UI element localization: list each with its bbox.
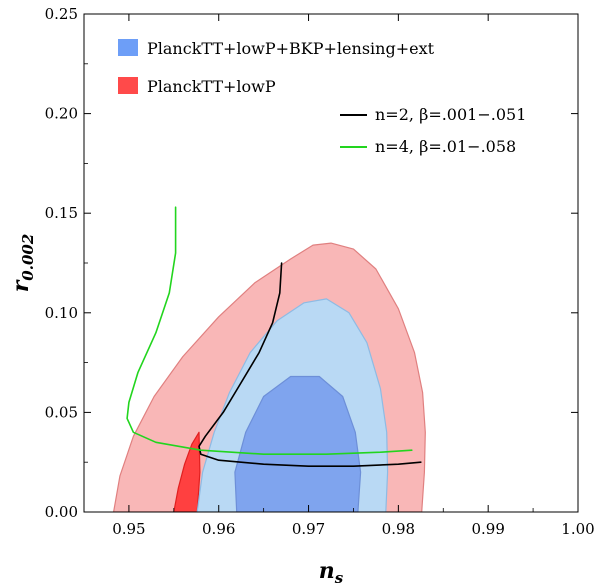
curve-series bbox=[126, 206, 422, 468]
legend-label: n=2, β=.001−.051 bbox=[375, 105, 526, 124]
y-tick-label: 0.10 bbox=[45, 304, 78, 322]
y-tick-label: 0.15 bbox=[45, 204, 78, 222]
y-tick-label: 0.00 bbox=[45, 503, 78, 521]
x-tick-label: 0.96 bbox=[202, 520, 235, 538]
series-line-n4 bbox=[126, 206, 413, 456]
legend-swatch bbox=[118, 39, 138, 56]
y-tick-label: 0.05 bbox=[45, 403, 78, 421]
legend-swatch bbox=[118, 77, 138, 94]
x-axis-title: ns bbox=[319, 558, 344, 585]
legend-label: n=4, β=.01−.058 bbox=[375, 137, 516, 156]
legend: PlanckTT+lowP+BKP+lensing+ext PlanckTT+lo… bbox=[118, 39, 526, 156]
legend-label: PlanckTT+lowP+BKP+lensing+ext bbox=[147, 39, 435, 58]
x-tick-label: 0.99 bbox=[471, 520, 504, 538]
contour-regions bbox=[112, 242, 426, 512]
region-planck-bkp-ext-68pct bbox=[234, 375, 362, 512]
axis-ticks: 0.95 0.96 0.97 0.98 0.99 1.00 0.00 0.05 0.10 0.15… bbox=[45, 5, 595, 538]
legend-label: PlanckTT+lowP bbox=[147, 77, 276, 96]
x-tick-label: 1.00 bbox=[561, 520, 594, 538]
y-axis-title: r0.002 bbox=[8, 234, 37, 293]
y-tick-label: 0.25 bbox=[45, 5, 78, 23]
x-tick-label: 0.97 bbox=[292, 520, 325, 538]
x-tick-label: 0.98 bbox=[382, 520, 415, 538]
series-line-n2 bbox=[198, 262, 422, 468]
y-tick-label: 0.20 bbox=[45, 105, 78, 123]
x-tick-label: 0.95 bbox=[112, 520, 145, 538]
